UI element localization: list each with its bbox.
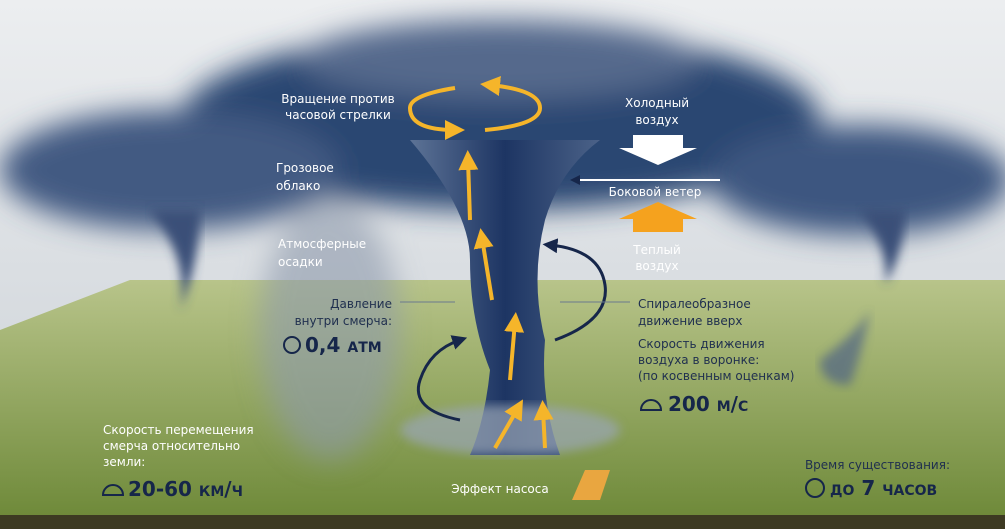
up-arrow: [543, 410, 545, 448]
text-line: земли:: [103, 455, 145, 469]
text-line: Спиралеобразное: [638, 297, 751, 311]
text-line: Скорость движения: [638, 337, 765, 351]
side-wind-label: Боковой ветер: [609, 185, 702, 199]
text-line: Скорость перемещения: [103, 423, 254, 437]
lifetime-label: Время существования:: [805, 458, 950, 472]
page: Tornado {"rotation": ["Вращение против",…: [0, 0, 1005, 529]
pump-label: Эффект насоса: [451, 482, 548, 496]
text-line: Давление: [330, 297, 392, 311]
travel-speed-value: 20-60 км/ч: [128, 477, 243, 501]
lifetime-value: до 7 часов: [830, 476, 937, 500]
air-speed-value: 200 м/с: [668, 392, 748, 416]
text-line: Вращение против: [281, 92, 394, 106]
pressure-value: 0,4 атм: [305, 333, 382, 357]
text-line: смерча относительно: [103, 439, 240, 453]
cloud: [710, 125, 1005, 235]
text-line: (по косвенным оценкам): [638, 369, 794, 383]
text-line: внутри смерча:: [295, 314, 392, 328]
text-line: Атмосферные: [278, 237, 366, 251]
text-line: воздуха в воронке:: [638, 353, 759, 367]
text-line: воздух: [635, 113, 678, 127]
text-line: движение вверх: [638, 314, 742, 328]
text-line: Холодный: [625, 96, 689, 110]
text-line: осадки: [278, 255, 323, 269]
infographic: Вращение против часовой стрелки Грозовое о…: [0, 0, 1005, 529]
ground-edge: [0, 515, 1005, 529]
text-line: Теплый: [632, 243, 681, 257]
body: Вращение против часовой стрелки Грозовое о…: [0, 0, 1005, 529]
text-line: облако: [276, 179, 320, 193]
text-line: воздух: [635, 259, 678, 273]
text-line: часовой стрелки: [285, 108, 391, 122]
text-line: Грозовое: [276, 161, 334, 175]
up-arrow: [468, 160, 470, 220]
